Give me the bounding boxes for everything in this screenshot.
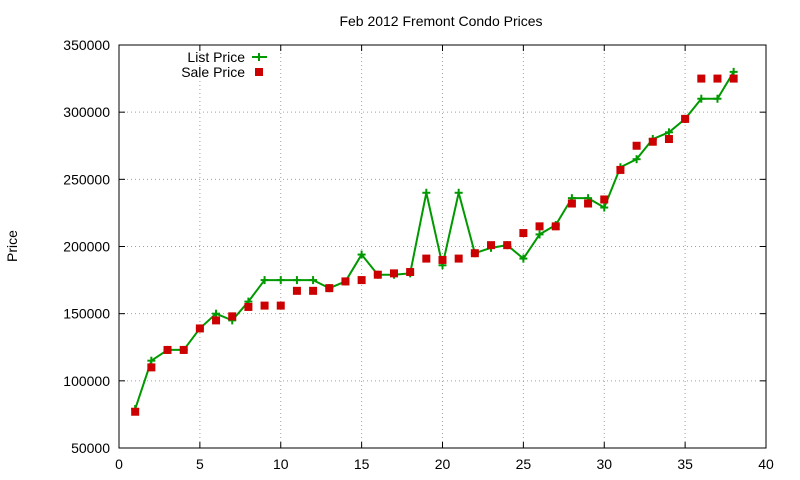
list-price-point (600, 203, 609, 212)
sale-price-point (228, 312, 237, 321)
sale-price-point (519, 229, 528, 238)
list-price-point (729, 67, 738, 76)
sale-price-point (535, 222, 544, 231)
sale-price-point (292, 286, 301, 295)
list-price-point (422, 188, 431, 197)
x-tick-label: 25 (516, 456, 532, 472)
list-price-point (309, 276, 318, 285)
y-tick-label: 150000 (63, 306, 110, 322)
y-tick-label: 50000 (71, 440, 110, 456)
x-tick-label: 20 (435, 456, 451, 472)
y-axis-label: Price (4, 230, 20, 262)
sale-price-point (681, 114, 690, 123)
legend-square-marker (255, 68, 263, 76)
y-tick-label: 250000 (63, 171, 110, 187)
sale-price-point (276, 301, 285, 310)
x-tick-label: 5 (196, 456, 204, 472)
sale-price-point (713, 74, 722, 83)
y-tick-label: 350000 (63, 37, 110, 53)
x-tick-label: 15 (354, 456, 370, 472)
sale-price-point (325, 284, 334, 293)
sale-price-point (632, 141, 641, 150)
list-price-point (292, 276, 301, 285)
sale-price-point (195, 324, 204, 333)
sale-price-point (697, 74, 706, 83)
sale-price-point (422, 254, 431, 263)
x-tick-label: 0 (115, 456, 123, 472)
sale-price-point (664, 135, 673, 144)
sale-price-point (487, 241, 496, 250)
sale-price-point (389, 269, 398, 278)
sale-price-point (373, 270, 382, 279)
sale-price-point (600, 195, 609, 204)
sale-price-point (729, 74, 738, 83)
sale-price-point (551, 222, 560, 231)
list-price-point (713, 94, 722, 103)
sale-price-point (454, 254, 463, 263)
legend-label: Sale Price (181, 64, 245, 80)
x-tick-label: 40 (758, 456, 774, 472)
x-tick-label: 30 (596, 456, 612, 472)
sale-price-point (309, 286, 318, 295)
sale-price-point (131, 407, 140, 416)
sale-price-point (244, 302, 253, 311)
sale-price-point (163, 345, 172, 354)
list-price-point (260, 276, 269, 285)
list-price-point (454, 188, 463, 197)
list-price-point (535, 230, 544, 239)
sale-price-point (357, 276, 366, 285)
series-sale-price (131, 74, 738, 416)
y-tick-label: 300000 (63, 104, 110, 120)
x-tick-label: 35 (677, 456, 693, 472)
legend-plus-marker (255, 53, 263, 61)
sale-price-point (147, 363, 156, 372)
sale-price-point (648, 137, 657, 146)
sale-price-point (567, 199, 576, 208)
x-tick-label: 10 (273, 456, 289, 472)
sale-price-point (179, 345, 188, 354)
y-tick-label: 200000 (63, 239, 110, 255)
list-price-point (212, 309, 221, 318)
sale-price-point (470, 249, 479, 258)
axis-ticks: 0 5 10 15 20 25 30 35 40 50000 100000 150000 200000 2… (63, 37, 774, 472)
sale-price-point (584, 199, 593, 208)
sale-price-point (260, 301, 269, 310)
series-layer (131, 67, 738, 416)
list-price-point (147, 356, 156, 365)
list-price-point (632, 155, 641, 164)
chart-title: Feb 2012 Fremont Condo Prices (339, 13, 542, 29)
legend-label: List Price (187, 49, 245, 65)
sale-price-point (616, 165, 625, 174)
sale-price-point (341, 277, 350, 286)
y-tick-label: 100000 (63, 373, 110, 389)
sale-price-point (406, 268, 415, 277)
list-price-point (697, 94, 706, 103)
list-price-point (519, 254, 528, 263)
sale-price-point (503, 241, 512, 250)
sale-price-point (212, 316, 221, 325)
list-price-point (664, 128, 673, 137)
list-price-point (276, 276, 285, 285)
sale-price-point (438, 255, 447, 264)
list-price-point (357, 250, 366, 259)
